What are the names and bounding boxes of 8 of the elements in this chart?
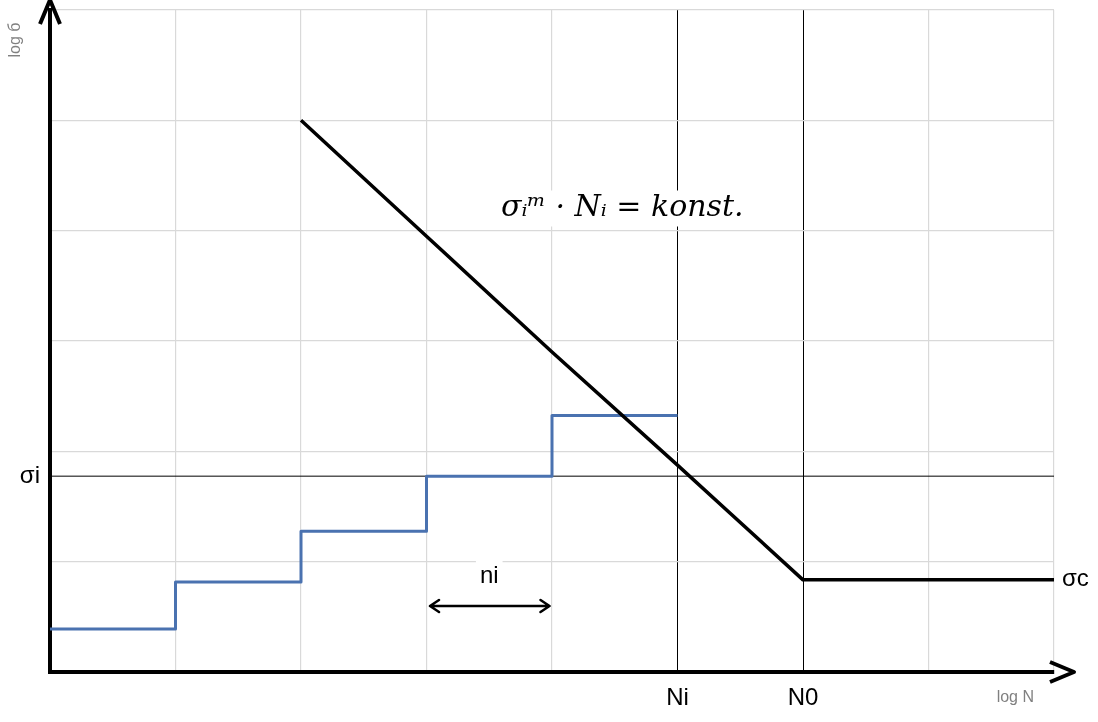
x-tick-label: N0 xyxy=(787,683,819,711)
x-axis-title: log N xyxy=(996,688,1034,706)
ref-line-label: σi xyxy=(19,460,40,488)
annotation: σᵢᵐ · Nᵢ = konst. xyxy=(500,188,744,224)
series-label: σc xyxy=(1062,564,1089,592)
annotation: ni xyxy=(479,560,499,588)
x-tick-label: Ni xyxy=(666,683,689,711)
y-axis-title: log б xyxy=(6,22,24,58)
